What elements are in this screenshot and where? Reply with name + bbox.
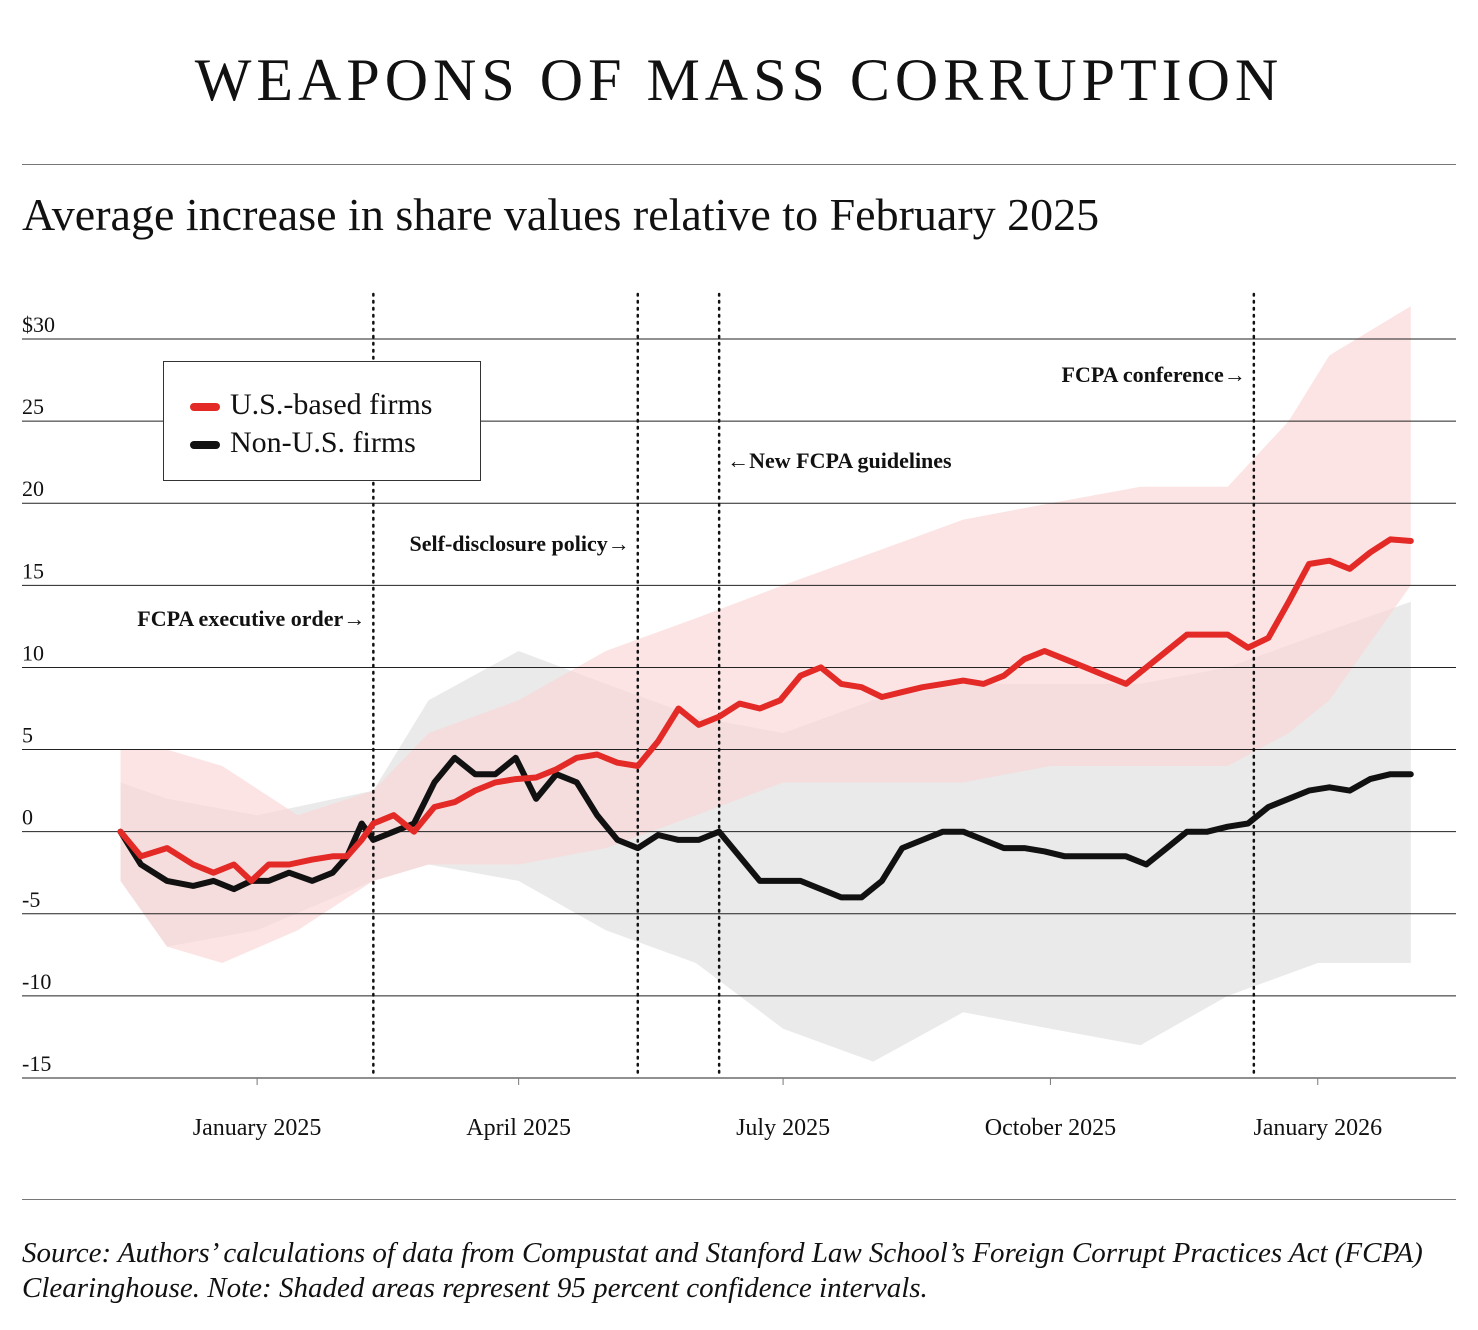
- gridlines: [22, 338, 1456, 1079]
- y-tick-label: -15: [22, 1051, 51, 1076]
- x-tick-label: April 2025: [466, 1115, 571, 1141]
- x-tick-label: July 2025: [736, 1115, 830, 1141]
- confidence-band-us: [120, 306, 1411, 963]
- chart-subtitle: Average increase in share values relativ…: [22, 189, 1100, 240]
- y-tick-label: -10: [22, 969, 51, 994]
- legend-label-non-us: Non-U.S. firms: [230, 426, 416, 459]
- legend-item-non-us: Non-U.S. firms: [190, 426, 416, 460]
- legend-label-us: U.S.-based firms: [230, 388, 433, 421]
- x-tick-label: January 2025: [193, 1115, 322, 1141]
- event-label: FCPA executive order→: [137, 606, 365, 631]
- footer-divider: [22, 1199, 1456, 1200]
- main-title: WEAPONS OF MASS CORRUPTION: [194, 47, 1284, 113]
- legend-swatch-us: [190, 403, 220, 412]
- y-tick-label: 25: [22, 394, 44, 419]
- y-tick-label: 15: [22, 558, 44, 583]
- series-line-us: [117, 536, 1414, 884]
- y-tick-label: -5: [22, 887, 40, 912]
- y-tick-label: $30: [22, 312, 55, 337]
- y-axis: $30 25 20 15 10 5 0 -5 -10 -15: [22, 312, 55, 1076]
- x-tick-label: October 2025: [985, 1115, 1116, 1141]
- y-tick-label: 0: [22, 805, 33, 830]
- event-markers: FCPA executive order→ Self-disclosure pol…: [137, 292, 1256, 1080]
- legend: U.S.-based firms Non-U.S. firms: [163, 361, 481, 481]
- event-label: ←New FCPA guidelines: [727, 448, 952, 473]
- y-tick-label: 5: [22, 723, 33, 748]
- series-line-non-us: [117, 754, 1414, 901]
- x-tick-label: January 2026: [1253, 1115, 1382, 1141]
- event-label: FCPA conference→: [1062, 362, 1246, 387]
- title-divider: [22, 164, 1456, 165]
- line-chart: FCPA executive order→ Self-disclosure pol…: [22, 292, 1456, 1141]
- event-label: Self-disclosure policy→: [410, 531, 630, 556]
- legend-item-us: U.S.-based firms: [190, 388, 432, 422]
- series-lines: [117, 536, 1414, 901]
- legend-swatch-non-us: [190, 441, 220, 450]
- x-axis: January 2025 April 2025 July 2025 October 2…: [193, 1078, 1382, 1141]
- source-note: Source: Authors’ calculations of data fr…: [22, 1237, 1423, 1304]
- y-tick-label: 20: [22, 476, 44, 501]
- y-tick-label: 10: [22, 640, 44, 665]
